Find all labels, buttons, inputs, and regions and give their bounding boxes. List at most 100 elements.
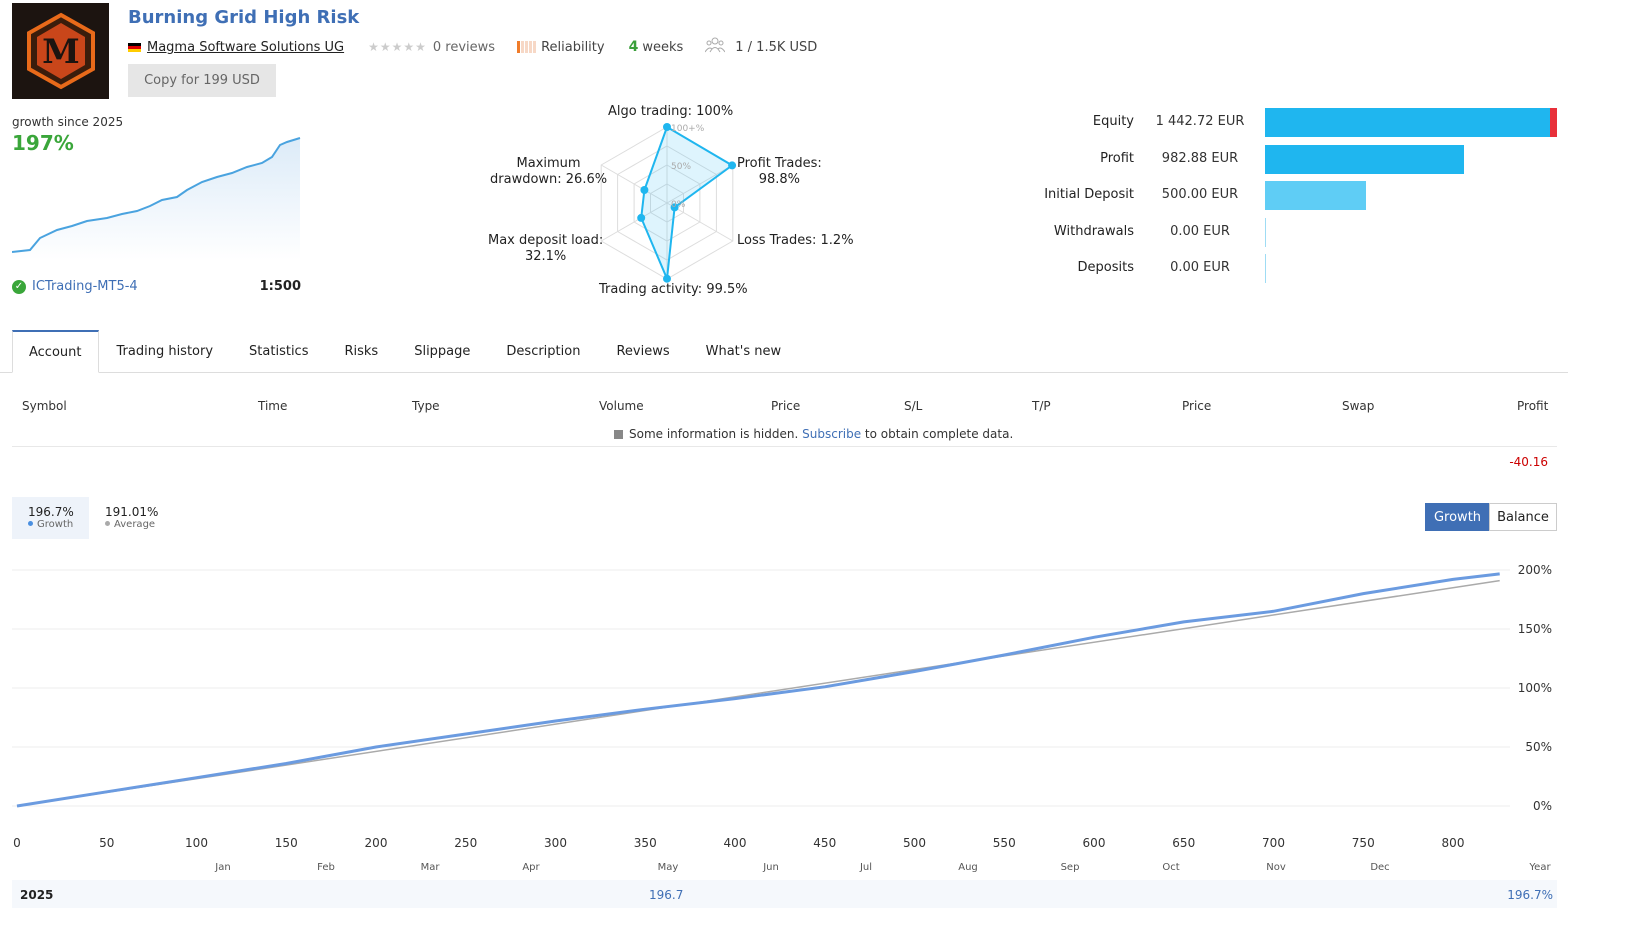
month-label: Jun xyxy=(762,862,779,873)
table-divider xyxy=(12,446,1557,447)
chart-grid xyxy=(12,569,1510,807)
year-mid-value[interactable]: 196.7 xyxy=(649,888,684,902)
month-label: Jul xyxy=(859,862,872,873)
rating-stars-icon[interactable]: ★★★★★ xyxy=(368,40,427,54)
x-tick-label: 650 xyxy=(1172,836,1195,850)
mini-growth-line xyxy=(12,137,301,253)
radar-label-drawdown: Maximum drawdown: 26.6% xyxy=(490,156,607,188)
radar-label-profit-trades-1: Profit Trades: xyxy=(737,156,822,171)
x-tick-label: 500 xyxy=(903,836,926,850)
hidden-note-text: Some information is hidden. xyxy=(629,427,799,441)
radar-point-profit-trades xyxy=(728,161,737,170)
year-total-value[interactable]: 196.7% xyxy=(1507,888,1553,902)
month-label: Dec xyxy=(1370,862,1389,873)
col-time[interactable]: Time xyxy=(258,399,288,413)
meta-row: Magma Software Solutions UG ★★★★★ 0 revi… xyxy=(128,37,818,56)
balance-toggle-button[interactable]: Balance xyxy=(1489,503,1557,531)
legend-average-name: Average xyxy=(114,519,156,530)
growth-toggle-button[interactable]: Growth xyxy=(1425,503,1490,531)
balance-value: 0.00 EUR xyxy=(1170,260,1230,275)
col-type[interactable]: Type xyxy=(412,399,440,413)
tab-account[interactable]: Account xyxy=(12,330,99,373)
month-label: Nov xyxy=(1266,862,1286,873)
tab-slippage[interactable]: Slippage xyxy=(414,344,471,359)
balance-label: Withdrawals xyxy=(1053,224,1134,239)
x-tick-label: 150 xyxy=(275,836,298,850)
radar-point-algo xyxy=(663,123,671,131)
radar-scale-50: 50% xyxy=(671,162,691,172)
y-tick-label: 50% xyxy=(1525,740,1552,754)
verified-shield-icon: ✓ xyxy=(12,279,26,294)
x-tick-label: 100 xyxy=(185,836,208,850)
balance-bar xyxy=(1265,108,1557,137)
growth-series-line xyxy=(16,572,1500,808)
total-profit: -40.16 xyxy=(1509,455,1548,469)
x-tick-label: 600 xyxy=(1083,836,1106,850)
broker-name[interactable]: ICTrading-MT5-4 xyxy=(32,279,138,294)
balance-row-initial-deposit: Initial Deposit 500.00 EUR xyxy=(1000,181,1600,211)
growth-since-label: growth since 2025 xyxy=(12,115,124,129)
radar-area xyxy=(640,125,734,283)
x-tick-label: 750 xyxy=(1352,836,1375,850)
page-title: Burning Grid High Risk xyxy=(128,7,360,28)
subscribe-link[interactable]: Subscribe xyxy=(802,427,862,441)
tab-whats-new[interactable]: What's new xyxy=(705,344,782,359)
col-volume[interactable]: Volume xyxy=(599,399,644,413)
radar-label-deposit-load: Max deposit load: 32.1% xyxy=(488,233,603,265)
balance-bar xyxy=(1265,145,1464,174)
broker-server[interactable]: ✓ ICTrading-MT5-4 xyxy=(12,279,138,294)
reviews-link[interactable]: 0 reviews xyxy=(432,39,496,55)
x-tick-label: 450 xyxy=(813,836,836,850)
radar-label-profit-trades: Profit Trades: 98.8% xyxy=(737,156,822,188)
weeks-count: 4 xyxy=(628,39,639,55)
month-label: Apr xyxy=(522,862,540,873)
radar-label-loss-trades: Loss Trades: 1.2% xyxy=(737,233,854,248)
col-symbol[interactable]: Symbol xyxy=(22,399,67,413)
legend-average[interactable]: 191.01% Average xyxy=(89,497,169,539)
balance-value: 500.00 EUR xyxy=(1161,187,1239,202)
subscribers-value: 1 / 1.5K USD xyxy=(735,39,818,55)
x-tick-label: 550 xyxy=(993,836,1016,850)
year-summary-row: 2025 196.7 196.7% xyxy=(12,880,1557,908)
y-tick-label: 100% xyxy=(1518,681,1552,695)
month-label: Jan xyxy=(214,862,230,873)
hidden-info-note: Some information is hidden. Subscribe to… xyxy=(614,427,1013,441)
radar-point-drawdown xyxy=(640,186,649,194)
tab-reviews[interactable]: Reviews xyxy=(616,344,670,359)
x-tick-label: 50 xyxy=(99,836,114,850)
col-price-open[interactable]: Price xyxy=(771,399,801,413)
reliability-label[interactable]: Reliability xyxy=(541,39,605,55)
balance-label: Initial Deposit xyxy=(1044,187,1134,202)
balance-bar xyxy=(1265,181,1366,210)
hidden-note-text-end: to obtain complete data. xyxy=(864,427,1014,441)
col-profit[interactable]: Profit xyxy=(1517,399,1549,413)
tab-trading-history[interactable]: Trading history xyxy=(116,344,214,359)
col-swap[interactable]: Swap xyxy=(1342,399,1375,413)
growth-since-value: 197% xyxy=(12,131,74,155)
balance-bar xyxy=(1265,254,1266,283)
month-label: Sep xyxy=(1061,862,1080,873)
legend-growth[interactable]: 196.7% Growth xyxy=(12,497,89,539)
radar-points xyxy=(637,123,737,283)
x-tick-label: 300 xyxy=(544,836,567,850)
legend-average-value: 191.01% xyxy=(105,505,159,519)
x-tick-label: 400 xyxy=(724,836,747,850)
col-tp[interactable]: T/P xyxy=(1032,399,1051,413)
radar-point-activity xyxy=(663,274,671,283)
copy-button[interactable]: Copy for 199 USD xyxy=(128,64,276,97)
tab-statistics[interactable]: Statistics xyxy=(249,344,309,359)
radar-chart: 100+% 50% 0% xyxy=(600,123,737,283)
radar-label-activity: Trading activity: 99.5% xyxy=(599,282,748,297)
col-sl[interactable]: S/L xyxy=(904,399,923,413)
col-price-close[interactable]: Price xyxy=(1182,399,1212,413)
x-tick-label: 200 xyxy=(365,836,388,850)
balance-bar xyxy=(1265,218,1266,247)
tab-risks[interactable]: Risks xyxy=(344,344,379,359)
radar-label-deposit-load-1: Max deposit load: xyxy=(488,233,604,248)
radar-scale-0: 0% xyxy=(671,200,686,210)
month-label: Aug xyxy=(958,862,978,873)
author-link[interactable]: Magma Software Solutions UG xyxy=(147,39,345,55)
radar-label-drawdown-1: Maximum xyxy=(516,156,581,171)
tab-description[interactable]: Description xyxy=(506,344,581,359)
balance-row-withdrawals: Withdrawals 0.00 EUR xyxy=(1000,218,1600,248)
